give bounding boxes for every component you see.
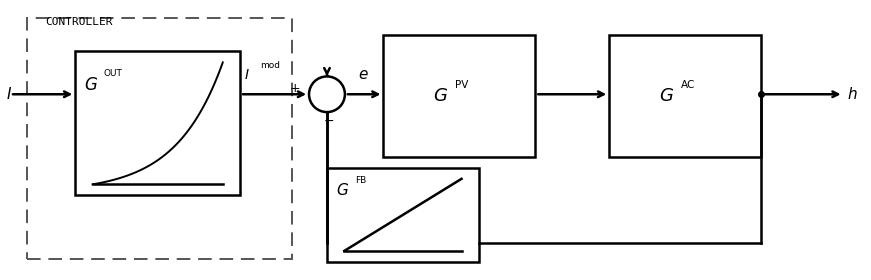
Text: OUT: OUT [104, 69, 123, 78]
Ellipse shape [309, 76, 345, 112]
Text: CONTROLLER: CONTROLLER [44, 17, 112, 27]
Text: PV: PV [455, 80, 469, 90]
Text: mod: mod [260, 61, 280, 70]
Text: $G$: $G$ [335, 182, 348, 198]
Text: $G$: $G$ [659, 87, 674, 105]
Text: −: − [323, 115, 334, 128]
Bar [327, 168, 479, 262]
Text: $G$: $G$ [84, 76, 98, 94]
Text: $h$: $h$ [847, 86, 858, 102]
Bar [27, 18, 293, 259]
Text: $G$: $G$ [434, 87, 449, 105]
Text: FB: FB [354, 176, 366, 185]
Text: $e$: $e$ [358, 67, 368, 82]
Text: +: + [290, 82, 300, 95]
Bar [609, 35, 761, 157]
Text: $I$: $I$ [245, 68, 250, 82]
Text: $I$: $I$ [6, 86, 12, 102]
Bar [75, 51, 240, 195]
Bar [383, 35, 536, 157]
Text: AC: AC [681, 80, 695, 90]
